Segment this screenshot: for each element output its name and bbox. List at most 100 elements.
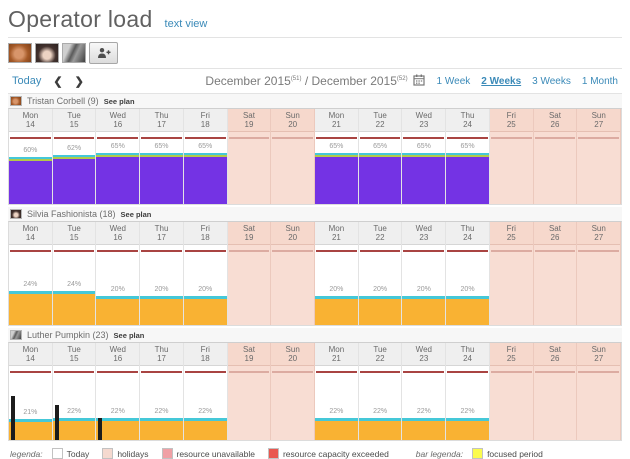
view-1-month[interactable]: 1 Month [581,75,618,87]
day-date-label: 21 [331,354,341,363]
capacity-line [578,250,620,252]
day-cell[interactable] [271,132,314,204]
day-header: Sun 20 [271,222,315,245]
day-of-week-label: Sun [591,345,606,354]
day-cell[interactable] [490,366,533,440]
see-plan-link[interactable]: See plan [113,330,145,340]
day-cell[interactable]: 20% [96,245,140,325]
day-cell[interactable] [490,132,533,204]
load-bar [358,421,402,440]
see-plan-link[interactable]: See plan [103,96,135,106]
avatar-silvia[interactable] [35,43,59,63]
view-2-weeks[interactable]: 2 Weeks [481,75,522,87]
day-cell[interactable]: 20% [358,245,402,325]
day-column: Sun 20 [271,343,316,440]
cyan-strip [358,296,402,299]
bar-legend-item: focused period [472,448,543,459]
cyan-strip [9,419,52,422]
day-column: Thu 17 22% [140,343,184,440]
day-header: Wed 23 [402,343,446,366]
view-3-weeks[interactable]: 3 Weeks [532,75,571,87]
day-of-week-label: Fri [506,345,516,354]
day-cell[interactable]: 22% [52,366,96,440]
day-cell[interactable]: 20% [315,245,358,325]
capacity-line [141,250,182,252]
day-header: Tue 22 [358,109,402,132]
day-cell[interactable]: 65% [96,132,140,204]
avatar-tristan[interactable] [8,43,32,63]
day-cell[interactable]: 65% [315,132,358,204]
day-header: Fri 25 [489,343,533,366]
day-column: Tue 15 62% [52,109,97,204]
cyan-strip [9,291,52,294]
day-column: Sat 19 [227,109,272,204]
add-operator-button[interactable] [89,42,118,64]
avatar-luther[interactable] [62,43,86,63]
day-column: Sun 27 [577,343,622,440]
text-view-link[interactable]: text view [164,18,208,30]
day-cell[interactable] [228,132,271,204]
next-arrow-icon[interactable]: ❯ [74,75,84,88]
day-cell[interactable]: 60% [9,132,52,204]
day-cell[interactable] [534,132,577,204]
legend-item: resource unavailable [161,448,255,459]
day-cell[interactable]: 22% [140,366,183,440]
day-cell[interactable]: 62% [52,132,96,204]
day-cell[interactable]: 22% [446,366,489,440]
day-cell[interactable]: 65% [140,132,183,204]
cyan-strip [358,418,402,421]
cyan-strip [52,291,96,294]
day-cell[interactable]: 20% [446,245,489,325]
cyan-strip [315,153,358,155]
load-bar [52,294,96,325]
day-cell[interactable]: 20% [183,245,227,325]
day-cell[interactable] [577,245,620,325]
day-of-week-label: Mon [328,111,345,120]
day-cell[interactable] [490,245,533,325]
legend-label: Today [66,448,90,459]
day-header: Sat 19 [227,343,271,366]
day-cell[interactable]: 24% [52,245,96,325]
day-cell[interactable] [228,245,271,325]
day-cell[interactable]: 20% [140,245,183,325]
day-cell[interactable]: 65% [402,132,446,204]
day-cell[interactable] [577,366,620,440]
day-cell[interactable] [577,132,620,204]
today-button[interactable]: Today [12,75,42,87]
load-bar [9,294,52,325]
day-cell[interactable]: 24% [9,245,52,325]
load-bar [402,421,446,440]
day-of-week-label: Fri [506,224,516,233]
day-column: Fri 25 [489,343,534,440]
day-cell[interactable]: 22% [402,366,446,440]
day-cell[interactable]: 22% [315,366,358,440]
prev-arrow-icon[interactable]: ❮ [53,75,63,88]
load-bar [140,299,183,325]
day-cell[interactable]: 22% [96,366,140,440]
legend-label: holidays [117,448,149,459]
olive-strip [402,155,446,157]
day-header: Tue 22 [358,343,402,366]
see-plan-link[interactable]: See plan [120,209,152,219]
day-cell[interactable]: 65% [358,132,402,204]
day-cell[interactable] [271,366,314,440]
day-cell[interactable]: 22% [358,366,402,440]
load-percent-label: 65% [154,143,169,150]
bar-legend-swatch [472,448,484,459]
day-cell[interactable]: 21% [9,366,52,440]
calendar-icon[interactable] [412,74,425,89]
day-cell[interactable]: 65% [183,132,227,204]
load-bar-group: 65% [183,143,227,204]
day-cell[interactable]: 22% [183,366,227,440]
olive-strip [96,155,140,157]
day-cell[interactable] [534,366,577,440]
day-cell[interactable] [271,245,314,325]
operator-name: Luther Pumpkin (23) [27,330,109,340]
day-cell[interactable]: 20% [402,245,446,325]
day-cell[interactable] [228,366,271,440]
day-date-label: 25 [506,233,516,242]
day-cell[interactable]: 65% [446,132,489,204]
load-bar-group: 65% [140,143,183,204]
day-cell[interactable] [534,245,577,325]
view-1-week[interactable]: 1 Week [436,75,471,87]
